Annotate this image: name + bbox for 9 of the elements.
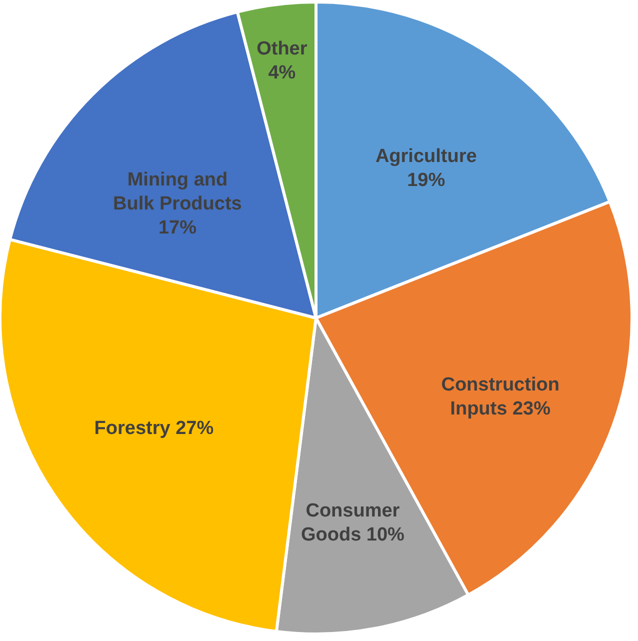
slice-label: Mining and Bulk Products [113,169,242,214]
slice-label: Other [256,38,308,60]
data-label: 17% [158,217,197,238]
data-label: 4% [268,62,296,84]
slice-label: Forestry 27% [94,418,214,440]
slice-label: Construction Inputs 23% [441,374,560,420]
slice-label: Consumer Goods 10% [300,500,405,546]
data-label: 19% [407,170,446,191]
slice-label: Agriculture [375,146,477,167]
